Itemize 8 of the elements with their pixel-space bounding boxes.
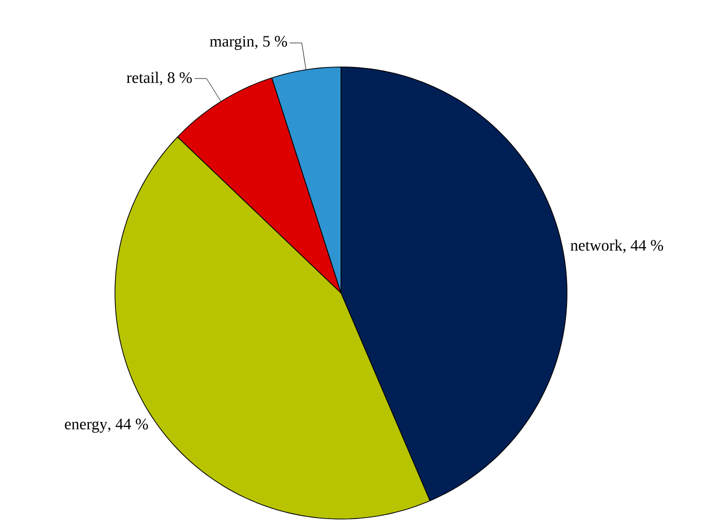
slice-label: retail xyxy=(126,72,159,83)
slice-label: energy xyxy=(64,421,108,433)
slice-label: network xyxy=(570,240,622,251)
data-label: , 44 % xyxy=(108,418,148,432)
data-label: , 5 % xyxy=(255,36,288,49)
data-label: , 8 % xyxy=(160,72,192,86)
data-label: , 44 % xyxy=(623,240,664,254)
slice-label: margin xyxy=(210,36,254,50)
